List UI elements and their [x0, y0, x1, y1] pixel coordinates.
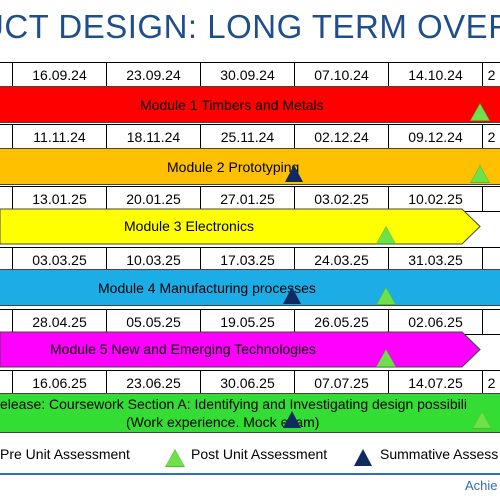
- date-cell: 07.07.25: [294, 371, 388, 395]
- coursework-label: elease: Coursework Section A: Identifyin…: [0, 396, 467, 412]
- module-4-band: Module 4 Manufacturing processes: [0, 269, 500, 306]
- summative-assessment-marker: [285, 165, 303, 182]
- page-title: UCT DESIGN: LONG TERM OVERVIE: [0, 8, 500, 45]
- coursework-sublabel: (Work experience. Mock exam): [126, 414, 320, 430]
- date-cell: 23.09.24: [106, 63, 200, 87]
- date-row-1: 16.09.24 23.09.24 30.09.24 07.10.24 14.1…: [0, 62, 500, 88]
- date-cell: 03.02.25: [294, 187, 388, 211]
- date-cell: 02.06.25: [388, 310, 482, 334]
- date-cell: 2: [482, 371, 500, 395]
- date-cell: 2: [482, 125, 500, 149]
- legend-summative-marker: [354, 449, 372, 466]
- date-cell: 05.05.25: [106, 310, 200, 334]
- date-cell: 28.04.25: [12, 310, 106, 334]
- date-cell: 14.07.25: [388, 371, 482, 395]
- date-row-3: 13.01.25 20.01.25 27.01.25 03.02.25 10.0…: [0, 186, 500, 212]
- legend-post-unit-label: Post Unit Assessment: [191, 446, 328, 462]
- legend-pre-unit-label: Pre Unit Assessment: [0, 446, 130, 462]
- date-cell: 02.12.24: [294, 125, 388, 149]
- date-cell: 30.06.25: [200, 371, 294, 395]
- module-1-label: Module 1 Timbers and Metals: [140, 97, 324, 113]
- date-cell: 03.03.25: [12, 248, 106, 272]
- date-cell: 10.03.25: [106, 248, 200, 272]
- date-cell: 2: [482, 63, 500, 87]
- date-cell: 25.11.24: [200, 125, 294, 149]
- post-unit-assessment-marker: [376, 349, 396, 367]
- date-cell: 27.01.25: [200, 187, 294, 211]
- module-3-band: [0, 208, 481, 245]
- date-cell: 19.05.25: [200, 310, 294, 334]
- date-cell: 10.02.25: [388, 187, 482, 211]
- date-cell: [482, 187, 500, 211]
- legend: Pre Unit Assessment Post Unit Assessment…: [0, 442, 500, 474]
- legend-summative-label: Summative Assess: [380, 446, 499, 462]
- module-2-label: Module 2 Prototyping: [167, 159, 300, 175]
- date-cell: 24.03.25: [294, 248, 388, 272]
- date-row-4: 03.03.25 10.03.25 17.03.25 24.03.25 31.0…: [0, 247, 500, 273]
- date-cell: [482, 248, 500, 272]
- date-cell: 18.11.24: [106, 125, 200, 149]
- date-cell: 11.11.24: [12, 125, 106, 149]
- summative-assessment-marker: [283, 411, 301, 428]
- post-unit-assessment-marker: [376, 287, 396, 305]
- module-5-label: Module 5 New and Emerging Technologies: [50, 341, 316, 357]
- date-row-2: 11.11.24 18.11.24 25.11.24 02.12.24 09.1…: [0, 124, 500, 150]
- date-cell: 17.03.25: [200, 248, 294, 272]
- date-cell: 26.05.25: [294, 310, 388, 334]
- date-cell: 07.10.24: [294, 63, 388, 87]
- date-row-5: 28.04.25 05.05.25 19.05.25 26.05.25 02.0…: [0, 309, 500, 335]
- post-unit-assessment-marker: [470, 165, 490, 183]
- footer-divider: [0, 473, 500, 475]
- post-unit-assessment-marker: [470, 103, 490, 121]
- legend-post-unit-marker: [165, 449, 185, 467]
- date-cell: 16.06.25: [12, 371, 106, 395]
- date-cell: 14.10.24: [388, 63, 482, 87]
- module-4-label: Module 4 Manufacturing processes: [98, 280, 316, 296]
- date-cell: 20.01.25: [106, 187, 200, 211]
- page-title-banner: UCT DESIGN: LONG TERM OVERVIE: [0, 2, 500, 58]
- date-cell: 31.03.25: [388, 248, 482, 272]
- post-unit-assessment-marker: [472, 411, 492, 429]
- date-row-6: 16.06.25 23.06.25 30.06.25 07.07.25 14.0…: [0, 370, 500, 396]
- date-cell: 16.09.24: [12, 63, 106, 87]
- date-cell: [482, 310, 500, 334]
- date-cell: 13.01.25: [12, 187, 106, 211]
- post-unit-assessment-marker: [376, 226, 396, 244]
- module-5-band: [0, 331, 481, 368]
- module-1-band: Module 1 Timbers and Metals: [0, 86, 500, 123]
- module-3-label: Module 3 Electronics: [124, 218, 254, 234]
- date-cell: 23.06.25: [106, 371, 200, 395]
- date-cell: 09.12.24: [388, 125, 482, 149]
- summative-assessment-marker: [283, 287, 301, 304]
- module-2-band: Module 2 Prototyping: [0, 148, 500, 185]
- date-cell: 30.09.24: [200, 63, 294, 87]
- footer-text: Achie: [465, 478, 498, 493]
- coursework-band: elease: Coursework Section A: Identifyin…: [0, 393, 500, 433]
